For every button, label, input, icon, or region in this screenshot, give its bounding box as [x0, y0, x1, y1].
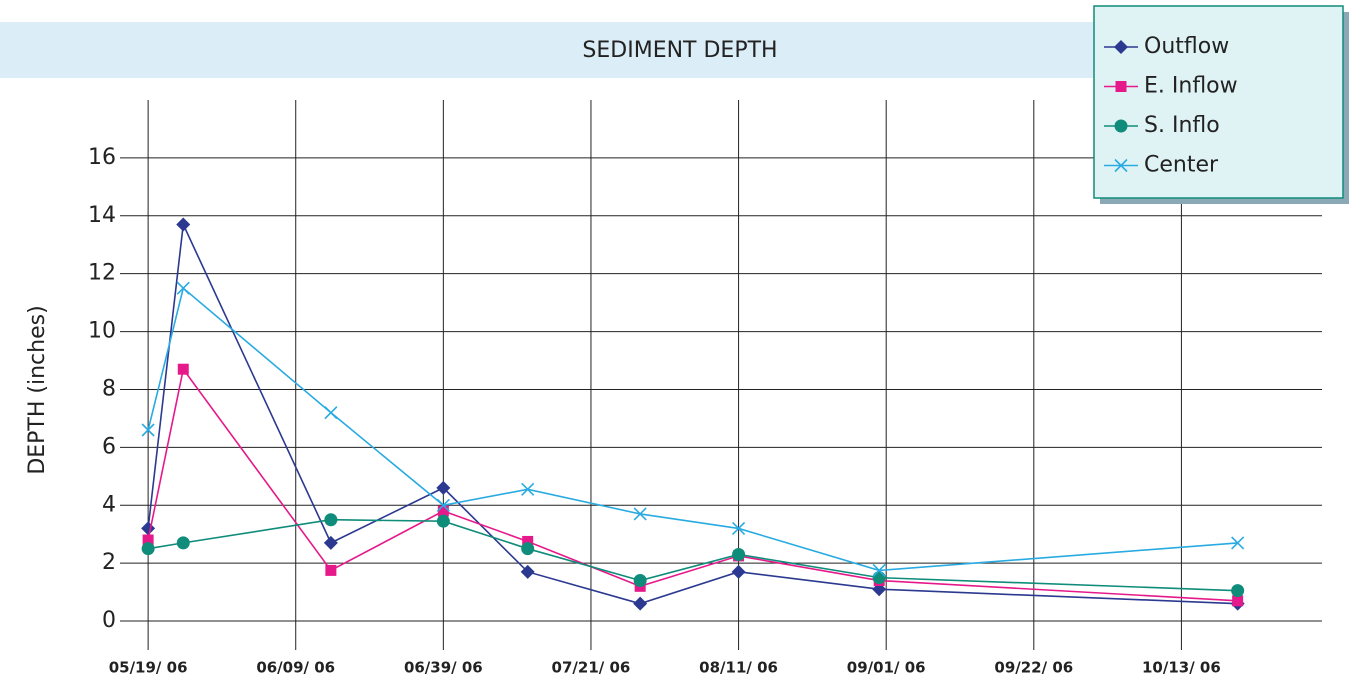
y-tick-label: 10 [88, 319, 116, 344]
marker [176, 281, 190, 295]
legend-label: Outflow [1144, 34, 1229, 59]
marker [520, 564, 535, 579]
legend-label: Center [1144, 153, 1219, 178]
x-tick-label: 06/39/ 06 [404, 659, 483, 677]
marker [633, 507, 647, 521]
legend-marker [1114, 119, 1128, 133]
marker [142, 534, 154, 546]
legend: Outflow E. Inflow S. Inflo Center [1093, 5, 1349, 204]
marker [325, 564, 337, 576]
marker [633, 596, 648, 611]
marker [1232, 595, 1244, 607]
marker [141, 423, 155, 437]
y-tick-label: 12 [88, 261, 116, 286]
y-tick-label: 8 [102, 376, 116, 401]
marker [176, 217, 191, 232]
legend-label: S. Inflo [1144, 113, 1220, 138]
y-tick-label: 6 [102, 434, 116, 459]
marker [177, 363, 189, 375]
legend-label: E. Inflow [1144, 74, 1238, 99]
marker [436, 498, 450, 512]
marker [436, 480, 451, 495]
y-tick-label: 14 [88, 203, 116, 228]
marker [522, 535, 534, 547]
legend-marker [1114, 158, 1128, 173]
marker [324, 513, 338, 527]
marker [141, 542, 155, 556]
marker [324, 406, 338, 420]
marker [1231, 584, 1245, 598]
marker [521, 482, 535, 496]
series-line [147, 221, 1238, 605]
x-tick-label: 05/19/ 06 [109, 659, 188, 677]
marker [141, 521, 156, 536]
marker [633, 574, 647, 588]
marker [731, 564, 746, 579]
y-tick-label: 2 [102, 550, 116, 575]
marker [1231, 536, 1245, 550]
marker [872, 563, 886, 577]
marker [732, 521, 746, 535]
legend-marker [1114, 40, 1128, 54]
x-tick-label: 08/11/ 06 [699, 659, 778, 677]
marker [437, 505, 449, 517]
marker [436, 514, 450, 528]
marker [521, 542, 535, 556]
marker [176, 536, 190, 550]
marker [323, 535, 338, 550]
x-tick-label: 06/09/ 06 [256, 659, 335, 677]
y-tick-label: 16 [88, 145, 116, 170]
marker [732, 547, 746, 561]
y-tick-label: 4 [102, 492, 116, 517]
chart-title: SEDIMENT DEPTH [582, 38, 777, 63]
y-tick-label: 0 [102, 608, 116, 633]
series-line [147, 286, 1238, 572]
legend-marker [1115, 81, 1127, 92]
x-tick-label: 10/13/ 06 [1142, 659, 1221, 677]
x-tick-label: 09/01/ 06 [847, 659, 926, 677]
marker [872, 571, 886, 585]
y-axis-label: DEPTH (inches) [25, 305, 50, 474]
x-tick-label: 07/21/ 06 [552, 659, 631, 677]
x-tick-label: 09/22/ 06 [994, 659, 1073, 677]
